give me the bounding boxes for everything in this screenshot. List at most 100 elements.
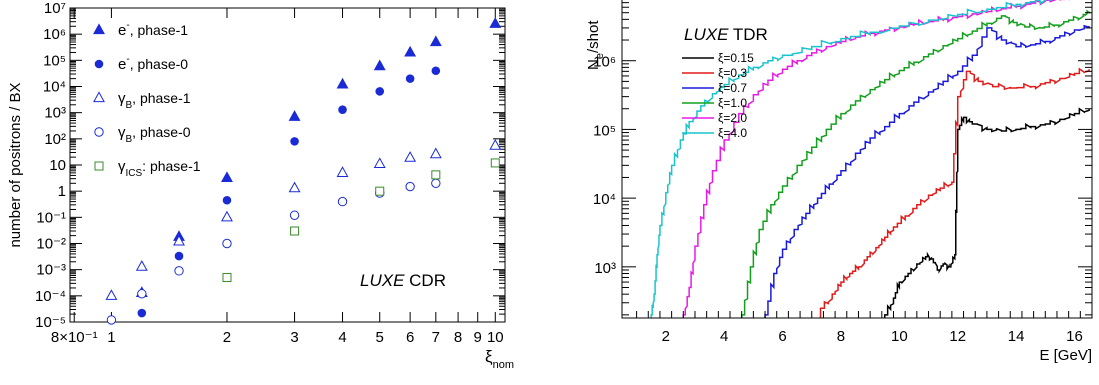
y-tick-label: 10⁴ <box>43 79 66 96</box>
data-point <box>174 266 184 276</box>
x-tick-label: 12 <box>949 328 966 345</box>
legend-entry: γB, phase-1 <box>93 90 191 111</box>
x-axis-label: ξnom <box>485 347 514 371</box>
x-tick-label: 8×10⁻¹ <box>51 329 98 346</box>
legend-label: γB, phase-0 <box>118 124 191 145</box>
series-line-3 <box>740 9 1090 318</box>
x-tick-label: 10 <box>487 329 504 346</box>
data-point <box>489 17 502 28</box>
data-point <box>289 210 300 220</box>
data-point <box>337 196 348 207</box>
legend-entry: ξ=4.0 <box>682 126 747 140</box>
data-point <box>489 138 502 150</box>
legend-label: ξ=4.0 <box>718 126 747 140</box>
series-3 <box>106 178 441 325</box>
data-point <box>375 87 385 96</box>
data-point <box>429 147 442 159</box>
positron-yield-chart: 10⁻⁵ 10⁻⁴ 10⁻³ 10⁻² 10⁻¹ 1 10 10² 10³ 10⁴ 10⁵ 10⁶ 10… <box>7 0 514 371</box>
x-tick-label: 2 <box>662 328 670 345</box>
data-point <box>405 181 415 192</box>
y-tick-label: 10³ <box>594 260 616 277</box>
data-point <box>222 273 232 283</box>
x-tick-label: 7 <box>432 329 440 346</box>
series-line-1 <box>819 67 1090 318</box>
data-point <box>222 195 232 205</box>
legend-entry: ξ=2.0 <box>682 111 747 125</box>
y-tick-label: 10⁵ <box>593 122 616 139</box>
data-point <box>373 59 386 71</box>
data-point <box>137 308 147 318</box>
x-tick-label: 4 <box>720 328 728 345</box>
data-point <box>221 171 233 183</box>
data-point <box>404 151 417 162</box>
x-axis-label: E [GeV] <box>1039 347 1092 364</box>
data-point <box>288 181 301 193</box>
y-tick-label: 10⁵ <box>43 52 66 69</box>
x-tick-label: 16 <box>1066 328 1083 345</box>
data-point <box>173 234 185 246</box>
y-tick-label: 10⁻¹ <box>36 209 66 226</box>
legend-entry: γB, phase-0 <box>94 124 191 145</box>
x-tick-label: 5 <box>376 329 384 346</box>
x-tick-label: 4 <box>338 329 346 346</box>
plot-frame <box>621 0 1093 319</box>
series-line-0 <box>883 107 1090 318</box>
y-tick-label: 10⁻³ <box>36 262 66 279</box>
series-4 <box>222 158 500 283</box>
legend-marker <box>94 59 104 69</box>
legend-label: γB, phase-1 <box>118 90 191 111</box>
data-point <box>135 260 148 271</box>
data-point <box>405 74 415 83</box>
legend-marker <box>93 23 105 35</box>
legend-label: ξ=2.0 <box>718 111 747 125</box>
legend-label: γICS: phase-1 <box>118 158 201 179</box>
data-point <box>221 210 233 222</box>
x-tick-label: 14 <box>1008 328 1025 345</box>
legend-label: ξ=0.15 <box>718 51 754 65</box>
data-point <box>431 170 441 180</box>
x-tick-label: 8 <box>454 329 462 346</box>
data-point <box>338 105 347 114</box>
legend-entry: ξ=0.15 <box>682 51 754 65</box>
y-tick-label: 10⁷ <box>44 0 66 17</box>
x-tick-label: 6 <box>406 329 414 346</box>
data-point <box>336 77 349 89</box>
luxe-tdr-label: LUXE TDR <box>684 25 768 44</box>
legend-entry: γICS: phase-1 <box>94 158 201 179</box>
y-tick-label: 10⁶ <box>43 26 66 43</box>
energy-spectrum-chart: 10³ 10⁴ 10⁵ 10⁶ 10⁷ 2 4 6 8 10 12 14 16 E [GeV] Ne/sho… <box>585 0 1093 364</box>
data-point <box>404 45 417 57</box>
y-tick-label: 10 <box>49 157 66 174</box>
luxe-cdr-label: LUXE CDR <box>360 271 446 290</box>
series-line-5 <box>650 0 1054 318</box>
legend-label: e-, phase-1 <box>118 20 188 39</box>
x-tick-label: 3 <box>290 329 298 346</box>
y-tick-label: 10⁻⁴ <box>35 288 66 305</box>
series-2 <box>105 138 502 300</box>
data-point <box>373 157 386 169</box>
x-tick-label: 8 <box>837 328 845 345</box>
y-tick-label: 10⁻⁵ <box>35 314 66 331</box>
x-tick-label: 6 <box>778 328 786 345</box>
y-tick-label: 10³ <box>44 105 66 122</box>
data-point <box>290 137 299 146</box>
y-tick-label: 10² <box>44 131 66 148</box>
data-point <box>137 289 147 299</box>
y-tick-label: 1 <box>58 183 66 200</box>
data-point <box>431 66 441 76</box>
legend-entry: e-, phase-0 <box>94 54 188 73</box>
y-tick-label: 10⁴ <box>593 191 616 208</box>
legend-label: e-, phase-0 <box>118 54 188 73</box>
data-point <box>431 178 441 188</box>
data-point <box>106 315 117 325</box>
y-tick-label: 10⁶ <box>593 54 616 71</box>
y-axis-label: number of positrons / BX <box>7 82 24 247</box>
data-point <box>222 238 232 249</box>
series-line-2 <box>764 24 1090 318</box>
legend-entry: ξ=1.0 <box>682 96 747 110</box>
data-point <box>375 186 385 196</box>
data-point <box>288 110 301 121</box>
legend-label: ξ=0.3 <box>718 66 747 80</box>
legend-marker <box>94 127 104 137</box>
series-0 <box>135 17 502 297</box>
